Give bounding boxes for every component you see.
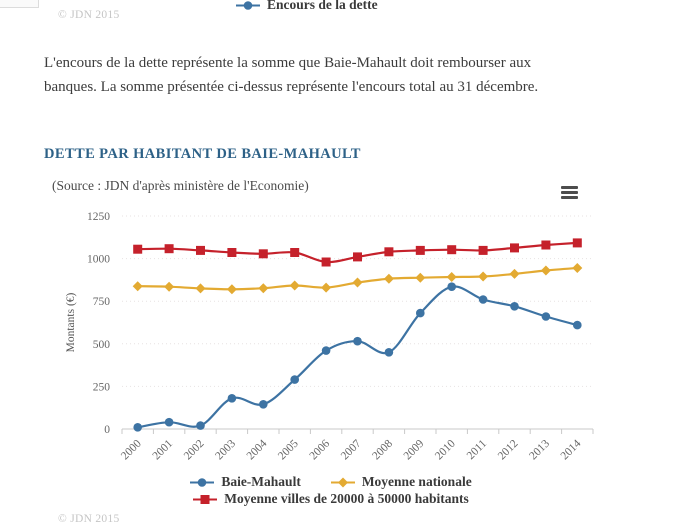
svg-text:2001: 2001 <box>150 437 175 462</box>
legend-item-baie-mahault[interactable]: Baie-Mahault <box>190 474 301 490</box>
series-Baie-Mahault[interactable] <box>133 282 582 432</box>
chart-description: L'encours de la dette représente la somm… <box>44 52 674 99</box>
svg-text:1000: 1000 <box>87 254 110 266</box>
svg-text:2005: 2005 <box>276 437 301 462</box>
cutoff-box-fragment <box>0 0 39 8</box>
svg-text:2013: 2013 <box>527 437 552 462</box>
section-title: DETTE PAR HABITANT DE BAIE-MAHAULT <box>44 146 361 162</box>
svg-text:2008: 2008 <box>370 437 395 462</box>
legend-row-2: Moyenne villes de 20000 à 50000 habitant… <box>193 491 469 507</box>
svg-text:0: 0 <box>104 424 110 436</box>
line-circle-marker-icon <box>236 0 260 10</box>
description-line-1: L'encours de la dette représente la somm… <box>44 55 532 71</box>
svg-text:2012: 2012 <box>496 437 521 462</box>
legend-label: Baie-Mahault <box>221 474 301 489</box>
svg-text:2007: 2007 <box>339 437 364 462</box>
svg-text:2000: 2000 <box>119 437 144 462</box>
previous-chart-legend-item[interactable]: Encours de la dette <box>236 0 378 13</box>
legend-label: Moyenne villes de 20000 à 50000 habitant… <box>224 491 469 506</box>
copyright-bottom: © JDN 2015 <box>58 513 120 525</box>
line-square-marker-icon <box>193 494 218 504</box>
svg-text:750: 750 <box>93 296 111 308</box>
svg-text:2009: 2009 <box>402 437 427 462</box>
chart-legend: Baie-Mahault Moyenne nationale Moyenne v… <box>100 474 562 507</box>
svg-text:2010: 2010 <box>433 437 458 462</box>
svg-text:2003: 2003 <box>213 437 238 462</box>
previous-chart-legend-label: Encours de la dette <box>267 0 378 12</box>
legend-item-moyenne-nationale[interactable]: Moyenne nationale <box>330 474 472 490</box>
line-diamond-marker-icon <box>330 477 355 487</box>
svg-text:500: 500 <box>93 339 111 351</box>
svg-text:2006: 2006 <box>307 437 332 462</box>
legend-row-1: Baie-Mahault Moyenne nationale <box>190 474 472 490</box>
svg-text:2011: 2011 <box>465 437 490 462</box>
svg-text:1250: 1250 <box>87 211 110 223</box>
series-Moyenne nationale[interactable] <box>132 263 583 295</box>
description-line-2: banques. La somme présentée ci-dessus re… <box>44 78 539 95</box>
copyright-top: © JDN 2015 <box>58 9 120 21</box>
line-circle-marker-icon <box>190 477 215 487</box>
legend-label: Moyenne nationale <box>361 474 472 489</box>
svg-text:2014: 2014 <box>559 437 584 462</box>
hamburger-menu-icon[interactable] <box>561 186 578 199</box>
legend-item-moyenne-villes[interactable]: Moyenne villes de 20000 à 50000 habitant… <box>193 491 469 507</box>
svg-text:250: 250 <box>93 381 111 393</box>
chart-source: (Source : JDN d'après ministère de l'Eco… <box>52 178 309 193</box>
series-Moyenne villes de 20000 à 50000 habitants[interactable] <box>133 238 582 267</box>
svg-text:Montants (€): Montants (€) <box>65 292 77 352</box>
svg-text:2002: 2002 <box>182 437 207 462</box>
svg-text:2004: 2004 <box>245 437 270 462</box>
